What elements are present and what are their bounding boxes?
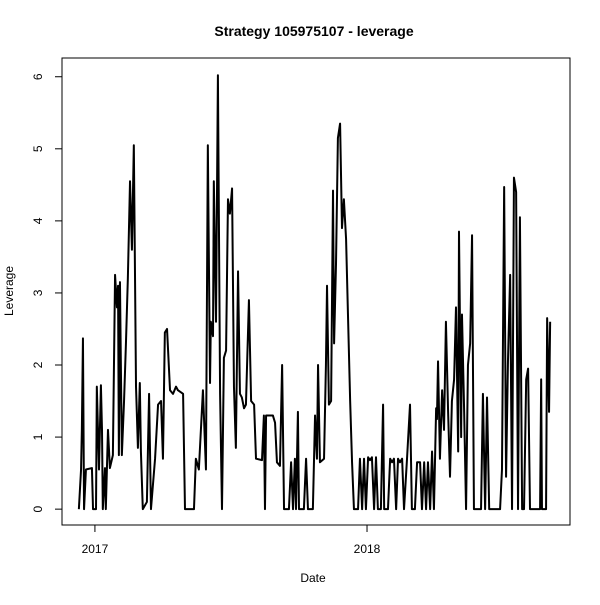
x-axis-label: Date	[300, 571, 326, 585]
x-tick-label: 2017	[82, 542, 109, 556]
y-tick-label: 2	[31, 361, 45, 368]
x-tick-label: 2018	[354, 542, 381, 556]
y-tick-label: 1	[31, 433, 45, 440]
chart-title: Strategy 105975107 - leverage	[214, 23, 413, 39]
y-tick-label: 5	[31, 145, 45, 152]
series-line	[77, 74, 552, 511]
y-tick-label: 0	[31, 505, 45, 512]
y-tick-label: 6	[31, 73, 45, 80]
y-tick-label: 3	[31, 289, 45, 296]
y-tick-label: 4	[31, 217, 45, 224]
y-axis-label: Leverage	[2, 266, 16, 316]
plot-frame	[61, 57, 571, 526]
